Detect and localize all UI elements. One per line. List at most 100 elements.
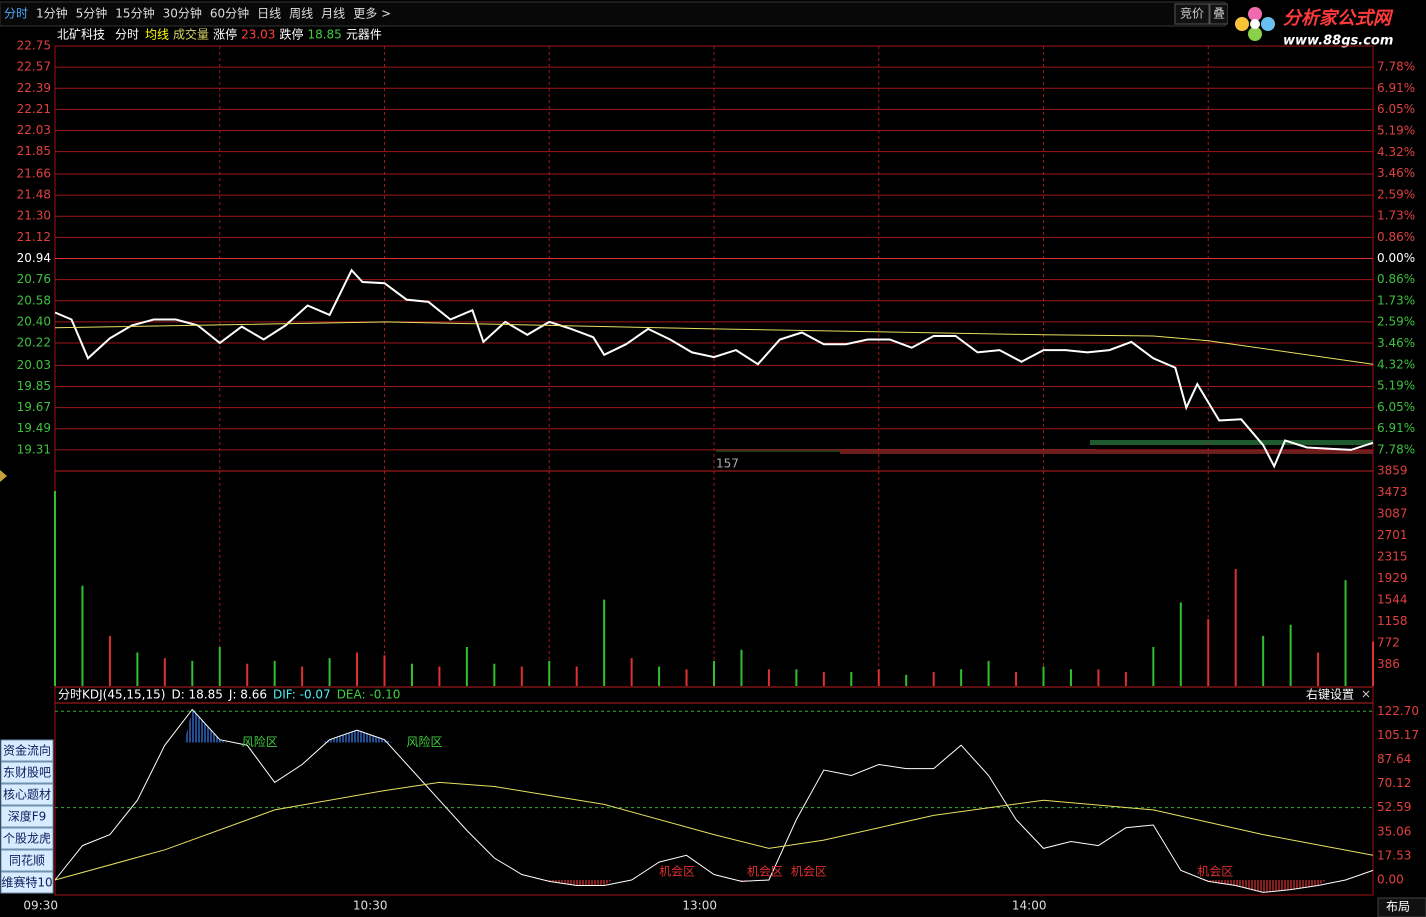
y2-tick-label: 6.05% — [1377, 400, 1415, 414]
y-tick-label: 19.31 — [17, 442, 51, 456]
order-book-bar — [1090, 440, 1373, 445]
y2-tick-label: 7.78% — [1377, 60, 1415, 74]
volume-bar — [383, 655, 386, 686]
side-button[interactable] — [0, 805, 54, 828]
tab[interactable]: 更多 > — [353, 7, 391, 21]
logo-bg — [1228, 0, 1426, 50]
zone-fill — [184, 709, 228, 743]
annotation: 风险区 — [406, 734, 442, 749]
y-tick-label: 1544 — [1377, 592, 1408, 606]
volume-bar — [685, 669, 688, 686]
y-tick-label: 1929 — [1377, 571, 1408, 585]
y2-tick-label: 6.05% — [1377, 102, 1415, 116]
volume-bar — [905, 674, 908, 686]
petal — [1261, 17, 1275, 31]
tab[interactable]: 月线 — [321, 7, 345, 21]
volume-bar — [191, 660, 194, 686]
volume-bar — [163, 658, 166, 686]
y2-tick-label: 7.78% — [1377, 442, 1415, 456]
corner-label[interactable]: 布局 — [1386, 900, 1410, 914]
petal — [1248, 27, 1262, 41]
volume-bar — [108, 635, 111, 686]
side-button[interactable] — [0, 871, 54, 894]
side-button[interactable] — [0, 849, 54, 872]
volume-bar — [1179, 602, 1182, 686]
y-tick-label: 22.75 — [17, 39, 51, 53]
y-tick-label: 2315 — [1377, 550, 1408, 564]
side-button[interactable] — [0, 761, 54, 784]
button[interactable]: 叠 — [1213, 7, 1225, 21]
tab[interactable]: 30分钟 — [163, 6, 202, 21]
side-label[interactable]: 核心题材 — [3, 788, 51, 802]
volume-bar — [1042, 666, 1045, 686]
close-icon[interactable] — [1362, 690, 1370, 698]
series-line — [54, 781, 1374, 881]
info-line: 分时 均线 成交量 涨停 23.03 跌停 18.85 元器件 — [115, 27, 382, 42]
panel-settings[interactable]: 右键设置 — [1306, 687, 1354, 702]
volume-bar — [81, 585, 84, 686]
volume-bar — [960, 669, 963, 686]
side-label[interactable]: 同花顺 — [9, 853, 45, 868]
side-button[interactable] — [0, 827, 54, 850]
volume-bar — [301, 666, 304, 686]
y2-tick-label: 4.32% — [1377, 357, 1415, 371]
side-label[interactable]: 东财股吧 — [3, 766, 51, 780]
corner-button[interactable] — [1377, 897, 1426, 917]
tab[interactable]: 60分钟 — [210, 6, 249, 21]
y-tick-label: 22.21 — [17, 102, 51, 116]
y-tick-label: 21.48 — [17, 188, 51, 202]
volume-bar — [548, 660, 551, 686]
button[interactable]: 竞价 — [1180, 7, 1204, 21]
button-frame — [1174, 3, 1210, 25]
order-label: 157 — [716, 457, 739, 471]
tab[interactable]: 分时 — [4, 7, 28, 21]
y-tick-label: 21.85 — [17, 144, 51, 158]
annotation: 机会区 — [747, 864, 783, 878]
info-item: 成交量 — [173, 27, 209, 42]
y2-tick-label: 2.59% — [1377, 187, 1415, 201]
indicator-header: DEA: -0.10 — [337, 688, 401, 702]
y-tick-label: 20.94 — [17, 251, 51, 265]
volume-bar — [1152, 647, 1155, 686]
volume-bar — [822, 672, 825, 686]
volume-bar — [767, 669, 770, 686]
y-tick-label: 70.12 — [1377, 776, 1411, 790]
info-item: 跌停 — [279, 27, 303, 42]
side-label[interactable]: 维赛特10 — [1, 875, 52, 890]
zone-fill — [541, 880, 613, 886]
logo-title: 分析家公式网 — [1283, 8, 1394, 29]
volume-bar — [630, 658, 633, 686]
annotation: 风险区 — [242, 734, 278, 749]
side-button[interactable] — [0, 739, 54, 762]
y2-tick-label: 1.73% — [1377, 208, 1415, 222]
volume-bar — [932, 672, 935, 686]
side-label[interactable]: 深度F9 — [8, 809, 47, 824]
y-tick-label: 2701 — [1377, 528, 1408, 542]
tab[interactable]: 周线 — [289, 7, 313, 21]
volume-bar — [54, 491, 56, 686]
tab[interactable]: 日线 — [257, 7, 281, 21]
zone-fill — [321, 730, 393, 743]
collapse-arrow[interactable] — [0, 470, 7, 482]
tab[interactable]: 1分钟 — [36, 6, 68, 21]
info-item: 元器件 — [346, 28, 382, 42]
y-tick-label: 0.00 — [1377, 873, 1404, 887]
volume-bar — [1207, 619, 1210, 686]
tab[interactable]: 15分钟 — [115, 6, 154, 21]
stock-name: 北矿科技 — [57, 28, 105, 42]
y-tick-label: 22.39 — [17, 81, 51, 95]
y2-tick-label: 0.86% — [1377, 230, 1415, 244]
tab[interactable]: 5分钟 — [76, 6, 108, 21]
side-button[interactable] — [0, 783, 54, 806]
side-label[interactable]: 资金流向 — [3, 743, 51, 758]
y-tick-label: 3087 — [1377, 507, 1408, 521]
y-tick-label: 22.57 — [17, 60, 51, 74]
indicator-header: 分时KDJ(45,15,15) — [58, 688, 165, 702]
volume-bar — [410, 663, 413, 686]
volume-bar — [1097, 669, 1100, 686]
volume-bar — [877, 669, 880, 686]
volume-bar — [136, 652, 139, 686]
volume-bar — [603, 599, 606, 686]
side-label[interactable]: 个股龙虎 — [3, 832, 51, 846]
volume-bar — [273, 660, 276, 686]
